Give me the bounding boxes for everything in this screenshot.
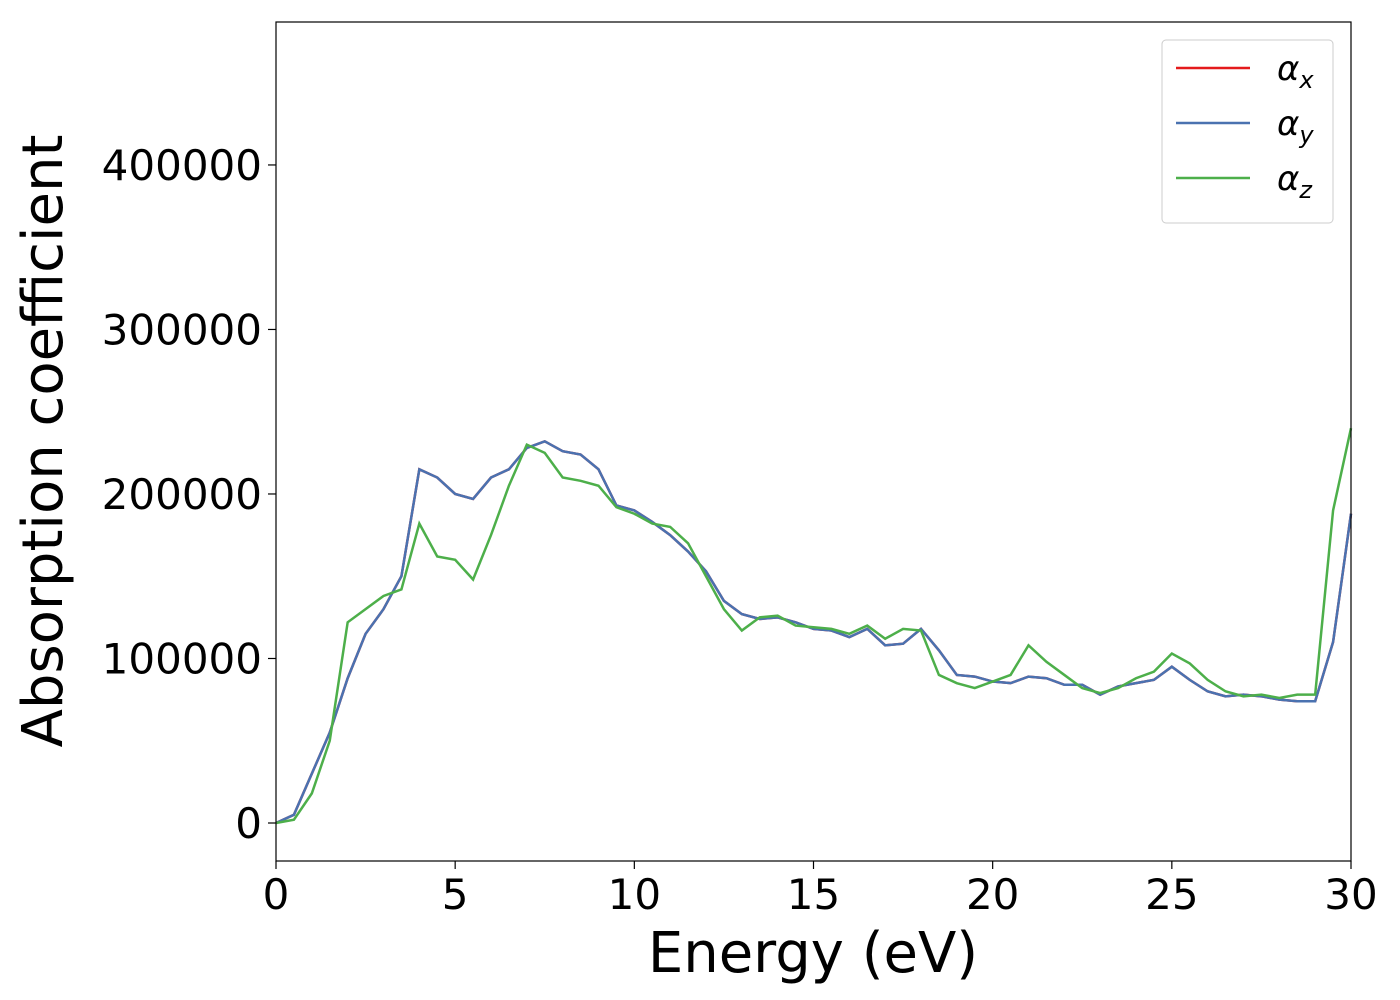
x-tick-label: 0: [263, 870, 290, 919]
y-tick-label: 400000: [102, 141, 262, 190]
x-tick-label: 30: [1324, 870, 1377, 919]
line-series: [275, 439, 1353, 825]
x-tick-label: 5: [442, 870, 469, 919]
y-tick-label: 300000: [102, 305, 262, 354]
x-axis-label: Energy (eV): [648, 921, 978, 986]
line-series: [275, 439, 1353, 825]
plot-frame: [275, 21, 1352, 862]
y-tick-label: 100000: [102, 634, 262, 683]
x-tick-label: 15: [787, 870, 840, 919]
legend-label: αx: [1277, 49, 1314, 94]
y-axis-label: Absorption coefficient: [11, 135, 76, 748]
y-tick-label: 0: [235, 799, 262, 848]
x-tick-label: 25: [1145, 870, 1198, 919]
x-tick-label: 20: [966, 870, 1019, 919]
legend: αx αy αz: [1161, 39, 1334, 224]
legend-label: αz: [1277, 159, 1313, 204]
x-tick-label: 10: [608, 870, 661, 919]
y-tick-label: 200000: [102, 470, 262, 519]
legend-label: αy: [1277, 104, 1314, 149]
line-series: [275, 427, 1353, 825]
